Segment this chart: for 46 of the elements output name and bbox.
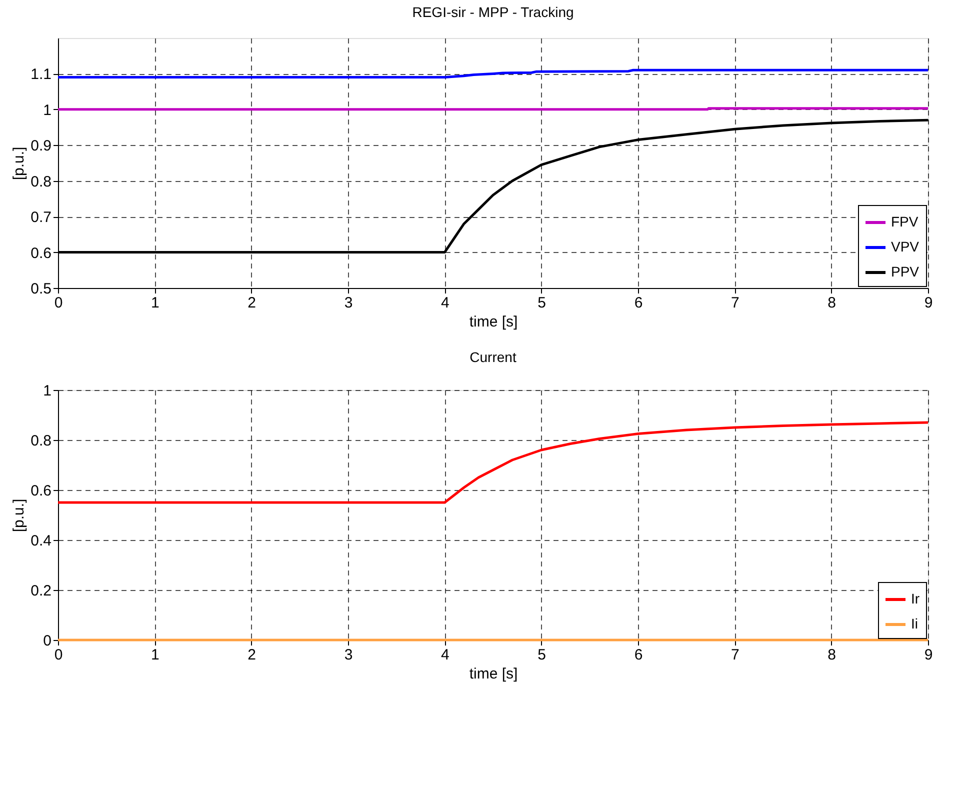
x-tick-label: 8 [828,294,836,312]
y-tick-label: 1 [43,382,52,400]
y-tick-label: 0.5 [30,280,52,298]
x-tick-label: 7 [730,646,740,664]
y-tick-label: 0.6 [30,482,52,500]
y-tick-label: 0 [43,632,52,650]
x-tick-label: 8 [828,646,836,664]
x-tick-label: 1 [150,646,160,664]
y-tick-label: 0.6 [30,244,52,262]
y-tick-label: 0.7 [30,209,52,226]
x-tick-label: 3 [344,294,353,312]
x-tick-label: 9 [924,646,933,664]
y-tick-label: 1.1 [30,66,52,84]
legend-label: Ii [911,616,918,632]
chart-title: REGI-sir - MPP - Tracking [412,4,574,20]
legend-label: PPV [891,264,920,280]
x-tick-label: 3 [344,646,353,664]
y-tick-label: 1 [43,102,52,119]
y-tick-label: 0.9 [30,138,52,155]
x-tick-label: 5 [538,646,546,664]
x-tick-label: 6 [634,294,643,312]
x-axis-title: time [s] [469,666,518,682]
line-series [56,68,930,79]
x-axis-title: time [s] [469,314,518,330]
y-tick-label: 0.4 [30,532,52,550]
y-tick-label: 0.2 [30,582,52,600]
y-axis-title: [p.u.] [10,498,28,532]
legend-label: Ir [911,590,920,606]
legend-label: FPV [891,214,919,230]
legend-label: VPV [891,238,920,254]
y-axis-title: [p.u.] [10,146,28,180]
y-tick-label: 0.8 [30,432,52,450]
x-tick-label: 0 [54,294,63,312]
x-tick-label: 4 [440,646,450,664]
x-tick-label: 2 [248,294,256,312]
x-tick-label: 6 [634,646,643,664]
y-tick-label: 0.8 [30,173,52,190]
x-tick-label: 0 [54,646,63,664]
chart-title: Current [470,349,516,365]
x-tick-label: 1 [150,294,160,312]
x-tick-label: 7 [730,294,740,312]
x-tick-label: 5 [538,294,546,312]
x-tick-label: 2 [248,646,256,664]
x-tick-label: 4 [440,294,450,312]
x-tick-label: 9 [924,294,933,312]
line-series [56,421,930,504]
